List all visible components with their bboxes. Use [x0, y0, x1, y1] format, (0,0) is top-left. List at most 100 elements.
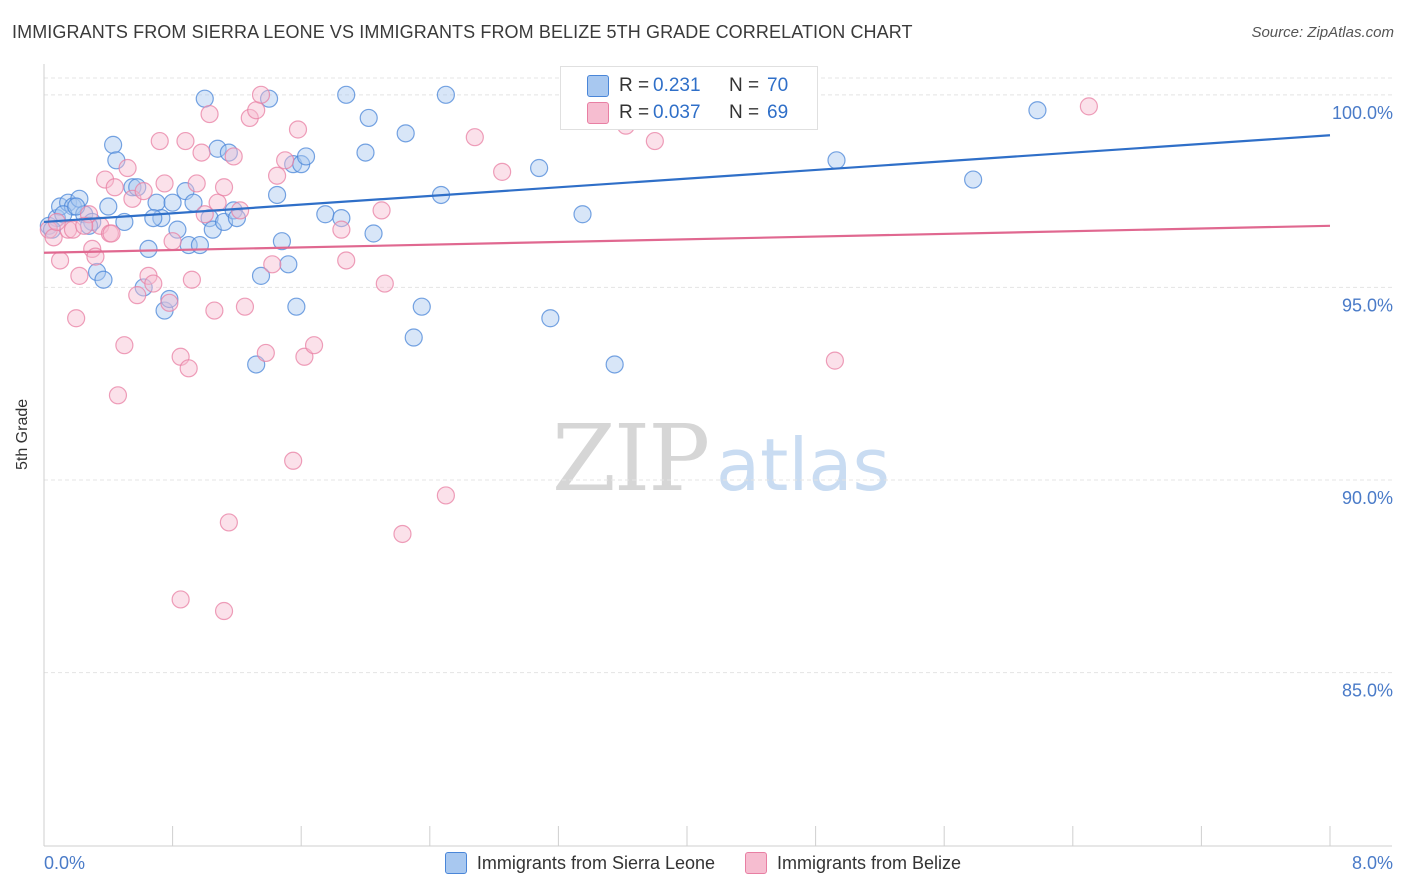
chart-legend: Immigrants from Sierra Leone Immigrants … — [0, 852, 1406, 874]
sierra-leone-point — [316, 205, 335, 224]
sierra-leone-point — [412, 297, 431, 316]
belize-point — [70, 266, 89, 285]
sierra-leone-point — [964, 170, 983, 189]
belize-point — [267, 166, 287, 185]
legend-item-belize: Immigrants from Belize — [745, 852, 961, 874]
belize-point — [224, 147, 243, 166]
blue-swatch-icon — [444, 852, 467, 874]
belize-point — [645, 131, 664, 151]
belize-point — [67, 309, 86, 328]
belize-point — [825, 351, 844, 370]
belize-point — [372, 201, 391, 220]
belize-point — [219, 513, 238, 532]
belize-point — [128, 286, 147, 305]
belize-point — [235, 297, 255, 316]
belize-point — [63, 220, 83, 239]
sierra-leone-point — [287, 297, 306, 316]
sierra-leone-point — [359, 108, 378, 128]
belize-point — [393, 524, 412, 544]
belize-point — [493, 162, 512, 181]
r-value: 0.037 — [653, 102, 701, 123]
belize-point — [288, 120, 308, 139]
belize-point — [465, 128, 484, 147]
legend-item-sierra-leone: Immigrants from Sierra Leone — [444, 852, 716, 874]
belize-point — [105, 178, 124, 197]
sierra-leone-point — [1028, 101, 1047, 120]
belize-point — [144, 274, 163, 293]
sierra-leone-point — [279, 255, 298, 274]
sierra-leone-point — [272, 232, 292, 251]
sierra-leone-point — [168, 220, 187, 239]
belize-point — [50, 251, 70, 270]
watermark-zip: ZIP — [552, 405, 708, 512]
belize-point — [375, 274, 394, 293]
sierra-leone-point — [195, 89, 214, 108]
sierra-leone-point — [104, 135, 123, 154]
belize-point — [214, 601, 234, 621]
y-tick-label: 95.0% — [1342, 295, 1393, 315]
y-tick-label: 85.0% — [1342, 681, 1393, 701]
sierra-leone-point — [337, 85, 356, 104]
sierra-leone-point — [605, 355, 624, 374]
sierra-leone-point — [251, 266, 271, 285]
belize-point — [337, 251, 356, 270]
n-label: N = — [729, 75, 760, 96]
belize-point — [1079, 97, 1098, 116]
n-value: 70 — [767, 75, 789, 96]
belize-point — [179, 359, 198, 378]
belize-point — [171, 590, 190, 609]
belize-point — [163, 232, 182, 251]
belize-point — [214, 178, 234, 197]
belize-point — [187, 174, 206, 193]
belize-point — [160, 293, 179, 312]
sierra-leone-point — [163, 193, 182, 212]
belize-trendline — [43, 224, 1331, 254]
r-label: R = — [619, 75, 650, 96]
sierra-leone-point — [356, 143, 375, 162]
sierra-leone-point — [99, 197, 118, 216]
sierra-leone-point — [541, 309, 560, 328]
belize-point — [150, 131, 169, 151]
sierra-leone-point — [94, 270, 113, 289]
x-tick-label: 0.0% — [44, 853, 85, 873]
belize-point — [95, 170, 115, 189]
belize-point — [75, 216, 94, 235]
pink-swatch-icon — [745, 852, 768, 874]
watermark-atlas: atlas — [716, 423, 890, 507]
r-label: R = — [619, 102, 650, 123]
sierra-leone-point — [436, 85, 455, 104]
sierra-leone-point — [160, 289, 179, 309]
stats-row-sierra-leone: R = 0.231 N = 70 — [561, 72, 817, 100]
sierra-leone-point — [296, 147, 316, 166]
belize-point — [134, 182, 153, 201]
belize-point — [155, 174, 174, 193]
sierra-leone-point — [404, 328, 423, 347]
belize-point — [251, 85, 271, 104]
sierra-leone-trendline — [43, 134, 1331, 224]
pink-swatch-icon — [587, 102, 609, 124]
sierra-leone-point — [267, 185, 287, 205]
blue-swatch-icon — [587, 75, 609, 97]
belize-point — [44, 228, 63, 247]
legend-label: Immigrants from Belize — [777, 852, 962, 873]
belize-point — [263, 255, 282, 274]
n-value: 69 — [767, 102, 789, 123]
belize-point — [231, 201, 250, 220]
sierra-leone-point — [144, 208, 163, 228]
belize-point — [276, 151, 295, 170]
belize-point — [176, 131, 195, 151]
sierra-leone-point — [364, 224, 383, 243]
n-label: N = — [729, 102, 760, 123]
sierra-leone-point — [139, 239, 158, 259]
y-axis-label: 5th Grade — [14, 398, 31, 470]
belize-point — [200, 104, 219, 124]
belize-point — [115, 336, 134, 355]
belize-point — [208, 193, 227, 212]
legend-label: Immigrants from Sierra Leone — [476, 852, 716, 873]
source-credit: Source: ZipAtlas.com — [1251, 24, 1394, 41]
belize-point — [284, 451, 303, 470]
belize-point — [256, 343, 275, 363]
belize-point — [102, 224, 121, 243]
y-tick-label: 90.0% — [1342, 488, 1393, 508]
